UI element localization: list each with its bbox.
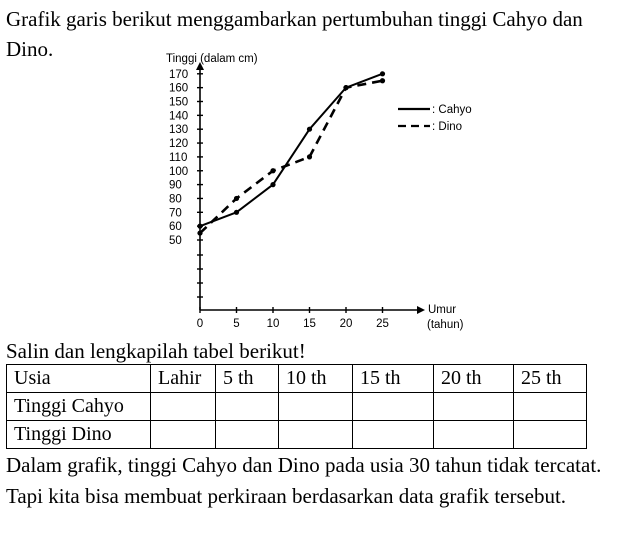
data-point-cahyo xyxy=(197,223,203,229)
y-tick-label: 110 xyxy=(169,152,187,164)
table-cell xyxy=(215,420,279,449)
y-tick-label: 90 xyxy=(169,180,182,192)
table-cell xyxy=(352,420,434,449)
table-cell xyxy=(215,392,279,421)
table-header-cell: 25 th xyxy=(513,364,587,393)
table-header-cell: Usia xyxy=(6,364,151,393)
chart-axes: Tinggi (dalam cm) Umur (tahun) xyxy=(166,53,464,331)
x-axis-label: Umur xyxy=(428,304,456,316)
x-tick-label: 0 xyxy=(197,318,203,330)
y-tick-label: 160 xyxy=(169,83,188,95)
data-point-cahyo xyxy=(270,182,276,188)
table-header-cell: 10 th xyxy=(278,364,353,393)
data-point-dino xyxy=(379,78,386,84)
table-header-cell: 15 th xyxy=(352,364,434,393)
data-point-cahyo xyxy=(379,71,386,77)
data-point-dino xyxy=(306,154,313,160)
intro-text: Grafik garis berikut menggambarkan pertu… xyxy=(6,7,583,61)
data-point-dino xyxy=(270,168,276,174)
closing-text: Dalam grafik, tinggi Cahyo dan Dino pada… xyxy=(6,453,602,508)
y-tick-label: 60 xyxy=(169,221,182,233)
x-axis-arrow xyxy=(417,306,425,314)
table-cell xyxy=(513,392,587,421)
instruction-text: Salin dan lengkapilah tabel berikut! xyxy=(6,339,306,363)
table-cell xyxy=(433,420,514,449)
x-axis-ticks: 0 5 10 15 20 25 xyxy=(197,307,389,330)
y-tick-label: 120 xyxy=(169,138,188,150)
table-row-cahyo: Tinggi Cahyo xyxy=(6,392,587,421)
table-cell xyxy=(352,392,434,421)
table-cell xyxy=(278,392,353,421)
y-tick-label: 170 xyxy=(169,69,188,81)
row-label: Tinggi Cahyo xyxy=(6,392,151,421)
table-cell xyxy=(433,392,514,421)
series-line-cahyo xyxy=(199,72,383,228)
data-point-dino xyxy=(233,195,240,202)
y-tick-label: 70 xyxy=(169,207,182,219)
y-axis-arrow xyxy=(196,62,204,70)
y-tick-label: 150 xyxy=(169,97,188,109)
table-cell xyxy=(513,420,587,449)
chart-legend: : Cahyo : Dino xyxy=(398,104,472,133)
x-tick-label: 20 xyxy=(340,318,353,330)
table-cell xyxy=(278,420,353,449)
line-chart: Tinggi (dalam cm)Umur(tahun) 50607080901… xyxy=(166,53,472,331)
x-tick-label: 5 xyxy=(233,318,239,330)
data-point-dino xyxy=(343,85,349,91)
data-point-dino xyxy=(197,230,203,236)
y-tick-label: 140 xyxy=(169,110,188,122)
table-header-row: Usia Lahir 5 th 10 th 15 th 20 th 25 th xyxy=(6,364,587,393)
table-header-cell: 5 th xyxy=(215,364,279,393)
table-header-cell: Lahir xyxy=(150,364,216,393)
x-tick-label: 15 xyxy=(303,318,316,330)
row-label: Tinggi Dino xyxy=(6,420,151,449)
data-table: Usia Lahir 5 th 10 th 15 th 20 th 25 th … xyxy=(6,364,587,449)
data-point-cahyo xyxy=(233,209,240,215)
y-axis-label: Tinggi (dalam cm) xyxy=(166,53,258,65)
y-tick-label: 100 xyxy=(169,166,188,178)
x-tick-label: 25 xyxy=(376,318,389,330)
legend-label-dino: : Dino xyxy=(432,121,462,133)
y-tick-label: 130 xyxy=(169,124,188,136)
x-tick-label: 10 xyxy=(267,318,280,330)
table-cell xyxy=(150,392,216,421)
y-tick-label: 50 xyxy=(169,235,182,247)
chart-series xyxy=(197,71,386,236)
table-cell xyxy=(150,420,216,449)
table-row-dino: Tinggi Dino xyxy=(6,420,587,449)
x-axis-label-unit: (tahun) xyxy=(427,319,464,331)
table-header-cell: 20 th xyxy=(433,364,514,393)
data-point-cahyo xyxy=(306,126,313,132)
y-tick-label: 80 xyxy=(169,193,182,205)
legend-label-cahyo: : Cahyo xyxy=(432,104,472,116)
